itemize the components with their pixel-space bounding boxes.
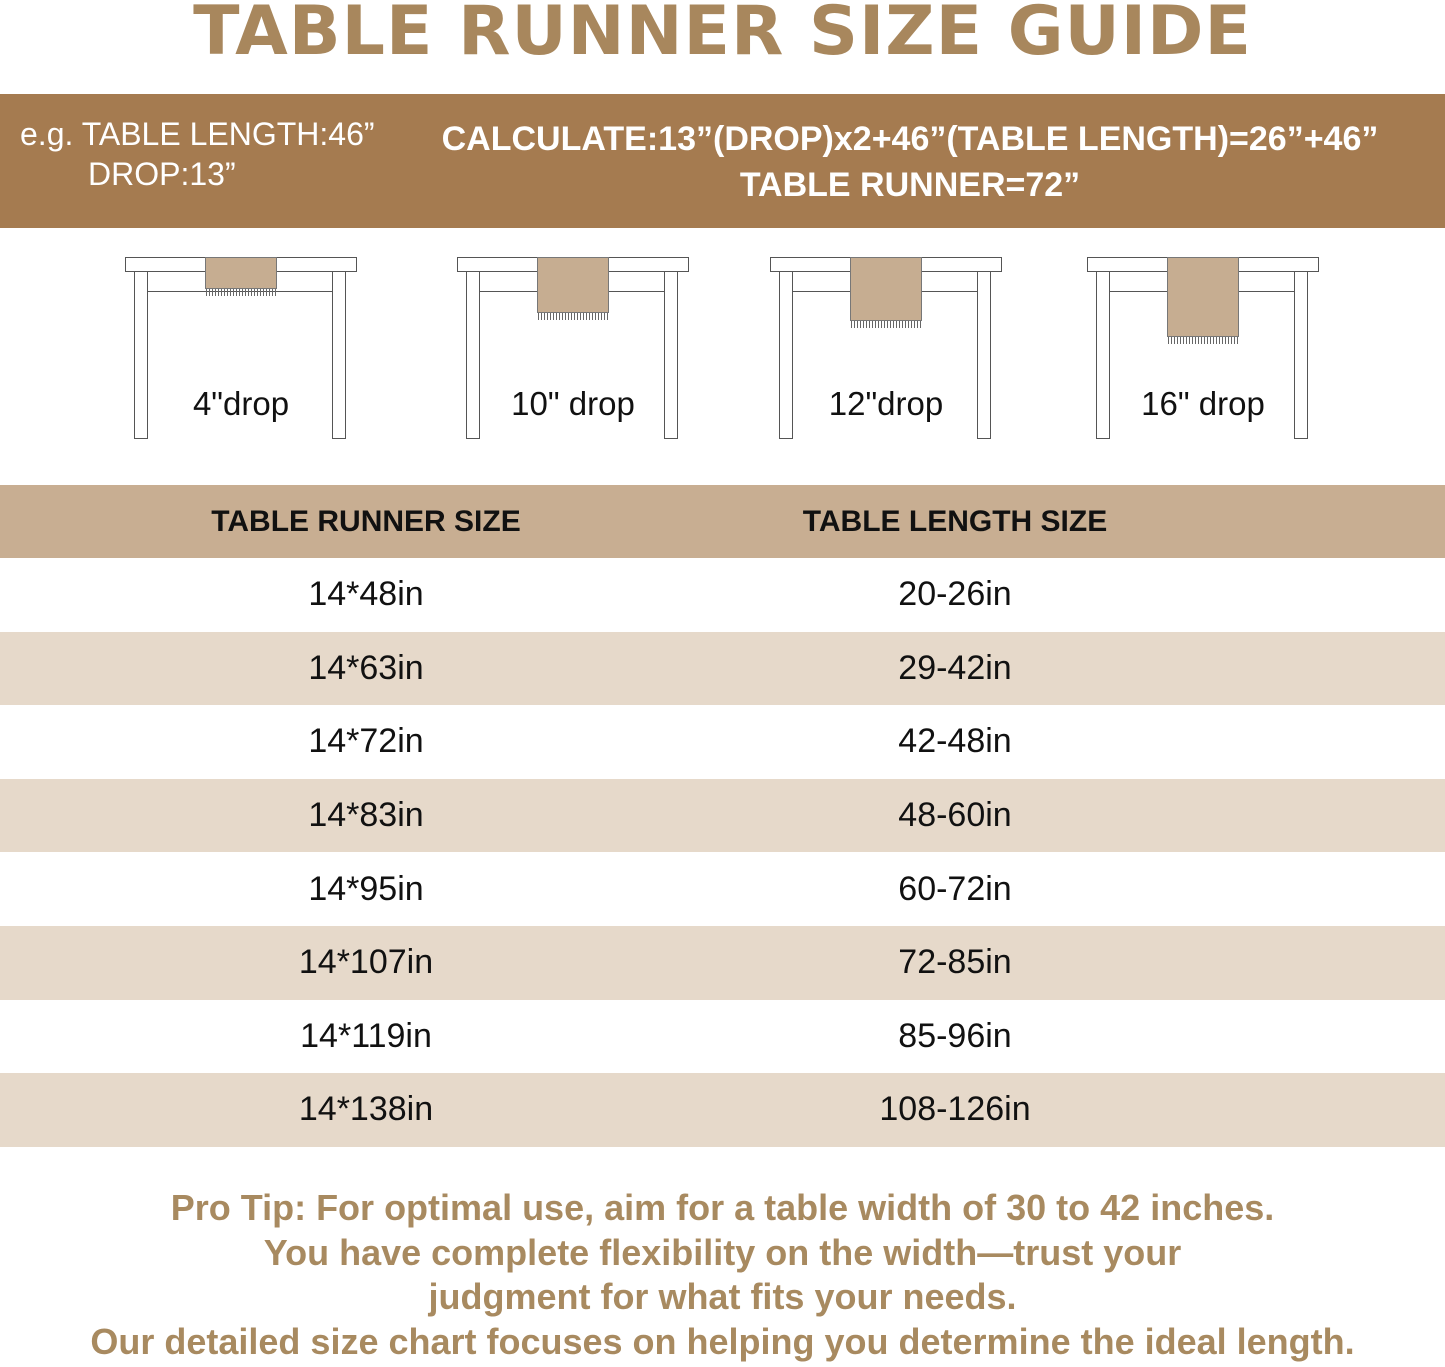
table-leg — [134, 272, 148, 439]
table-illustration: 10" drop — [457, 257, 689, 439]
table-row: 14*119in 85-96in — [0, 1000, 1445, 1074]
table-illustration: 16" drop — [1087, 257, 1319, 439]
pro-tip-line: You have complete flexibility on the wid… — [263, 1231, 1182, 1273]
table-illustration: 4"drop — [125, 257, 357, 439]
fringe — [206, 289, 276, 296]
table-length: 20-26in — [898, 575, 1012, 614]
runner-size: 14*83in — [308, 796, 424, 835]
runner-size: 14*48in — [308, 575, 424, 614]
table-length: 85-96in — [898, 1016, 1012, 1055]
table-length: 72-85in — [898, 943, 1012, 982]
table-header-row: TABLE RUNNER SIZE TABLE LENGTH SIZE — [0, 485, 1445, 558]
fringe — [851, 321, 921, 328]
runner-size: 14*63in — [308, 648, 424, 687]
calculation-result: TABLE RUNNER=72” — [739, 166, 1081, 204]
example-banner: e.g. TABLE LENGTH:46” DROP:13” CALCULATE… — [0, 94, 1445, 228]
header-runner-size: TABLE RUNNER SIZE — [211, 504, 521, 538]
example-table-length: e.g. TABLE LENGTH:46” — [20, 116, 375, 152]
table-leg — [779, 272, 793, 439]
table-runner-icon — [537, 257, 609, 313]
table-leg — [1294, 272, 1308, 439]
table-length: 42-48in — [898, 722, 1012, 761]
table-row: 14*138in 108-126in — [0, 1073, 1445, 1147]
runner-size: 14*72in — [308, 722, 424, 761]
size-table: TABLE RUNNER SIZE TABLE LENGTH SIZE 14*4… — [0, 485, 1445, 1147]
table-row: 14*107in 72-85in — [0, 925, 1445, 1000]
table-row: 14*63in 29-42in — [0, 631, 1445, 706]
calculation-formula: CALCULATE:13”(DROP)x2+46”(TABLE LENGTH)=… — [441, 120, 1379, 158]
drop-label: 12"drop — [828, 385, 944, 422]
fringe — [538, 313, 608, 320]
pro-tip-line: Pro Tip: For optimal use, aim for a tabl… — [170, 1187, 1275, 1228]
drop-label: 4"drop — [192, 385, 290, 422]
table-illustration: 12"drop — [770, 257, 1002, 439]
pro-tip-line: judgment for what fits your needs. — [428, 1276, 1017, 1317]
drop-label: 10" drop — [511, 385, 635, 422]
pro-tip-line: Our detailed size chart focuses on helpi… — [90, 1320, 1355, 1362]
table-runner-icon — [205, 257, 277, 289]
table-length: 60-72in — [898, 869, 1012, 908]
header-table-length: TABLE LENGTH SIZE — [802, 504, 1108, 538]
table-leg — [977, 272, 991, 439]
table-row: 14*48in 20-26in — [0, 558, 1445, 632]
table-runner-icon — [850, 257, 922, 321]
table-length: 108-126in — [879, 1090, 1031, 1129]
table-row: 14*72in 42-48in — [0, 705, 1445, 779]
runner-size: 14*107in — [298, 943, 434, 982]
table-runner-icon — [1167, 257, 1239, 337]
table-length: 29-42in — [898, 648, 1012, 687]
table-leg — [1096, 272, 1110, 439]
table-row: 14*83in 48-60in — [0, 778, 1445, 853]
runner-size: 14*138in — [298, 1090, 434, 1129]
table-leg — [466, 272, 480, 439]
fringe — [1168, 337, 1238, 344]
example-calculation: CALCULATE:13”(DROP)x2+46”(TABLE LENGTH)=… — [395, 116, 1425, 208]
example-values: e.g. TABLE LENGTH:46” DROP:13” — [20, 114, 375, 194]
runner-size: 14*95in — [308, 869, 424, 908]
page-title: TABLE RUNNER SIZE GUIDE — [193, 0, 1252, 71]
table-leg — [664, 272, 678, 439]
drop-label: 16" drop — [1141, 385, 1265, 422]
table-length: 48-60in — [898, 796, 1012, 835]
pro-tip: Pro Tip: For optimal use, aim for a tabl… — [0, 1186, 1445, 1364]
table-row: 14*95in 60-72in — [0, 852, 1445, 926]
example-drop: DROP:13” — [88, 156, 236, 192]
table-leg — [332, 272, 346, 439]
runner-size: 14*119in — [300, 1016, 432, 1055]
